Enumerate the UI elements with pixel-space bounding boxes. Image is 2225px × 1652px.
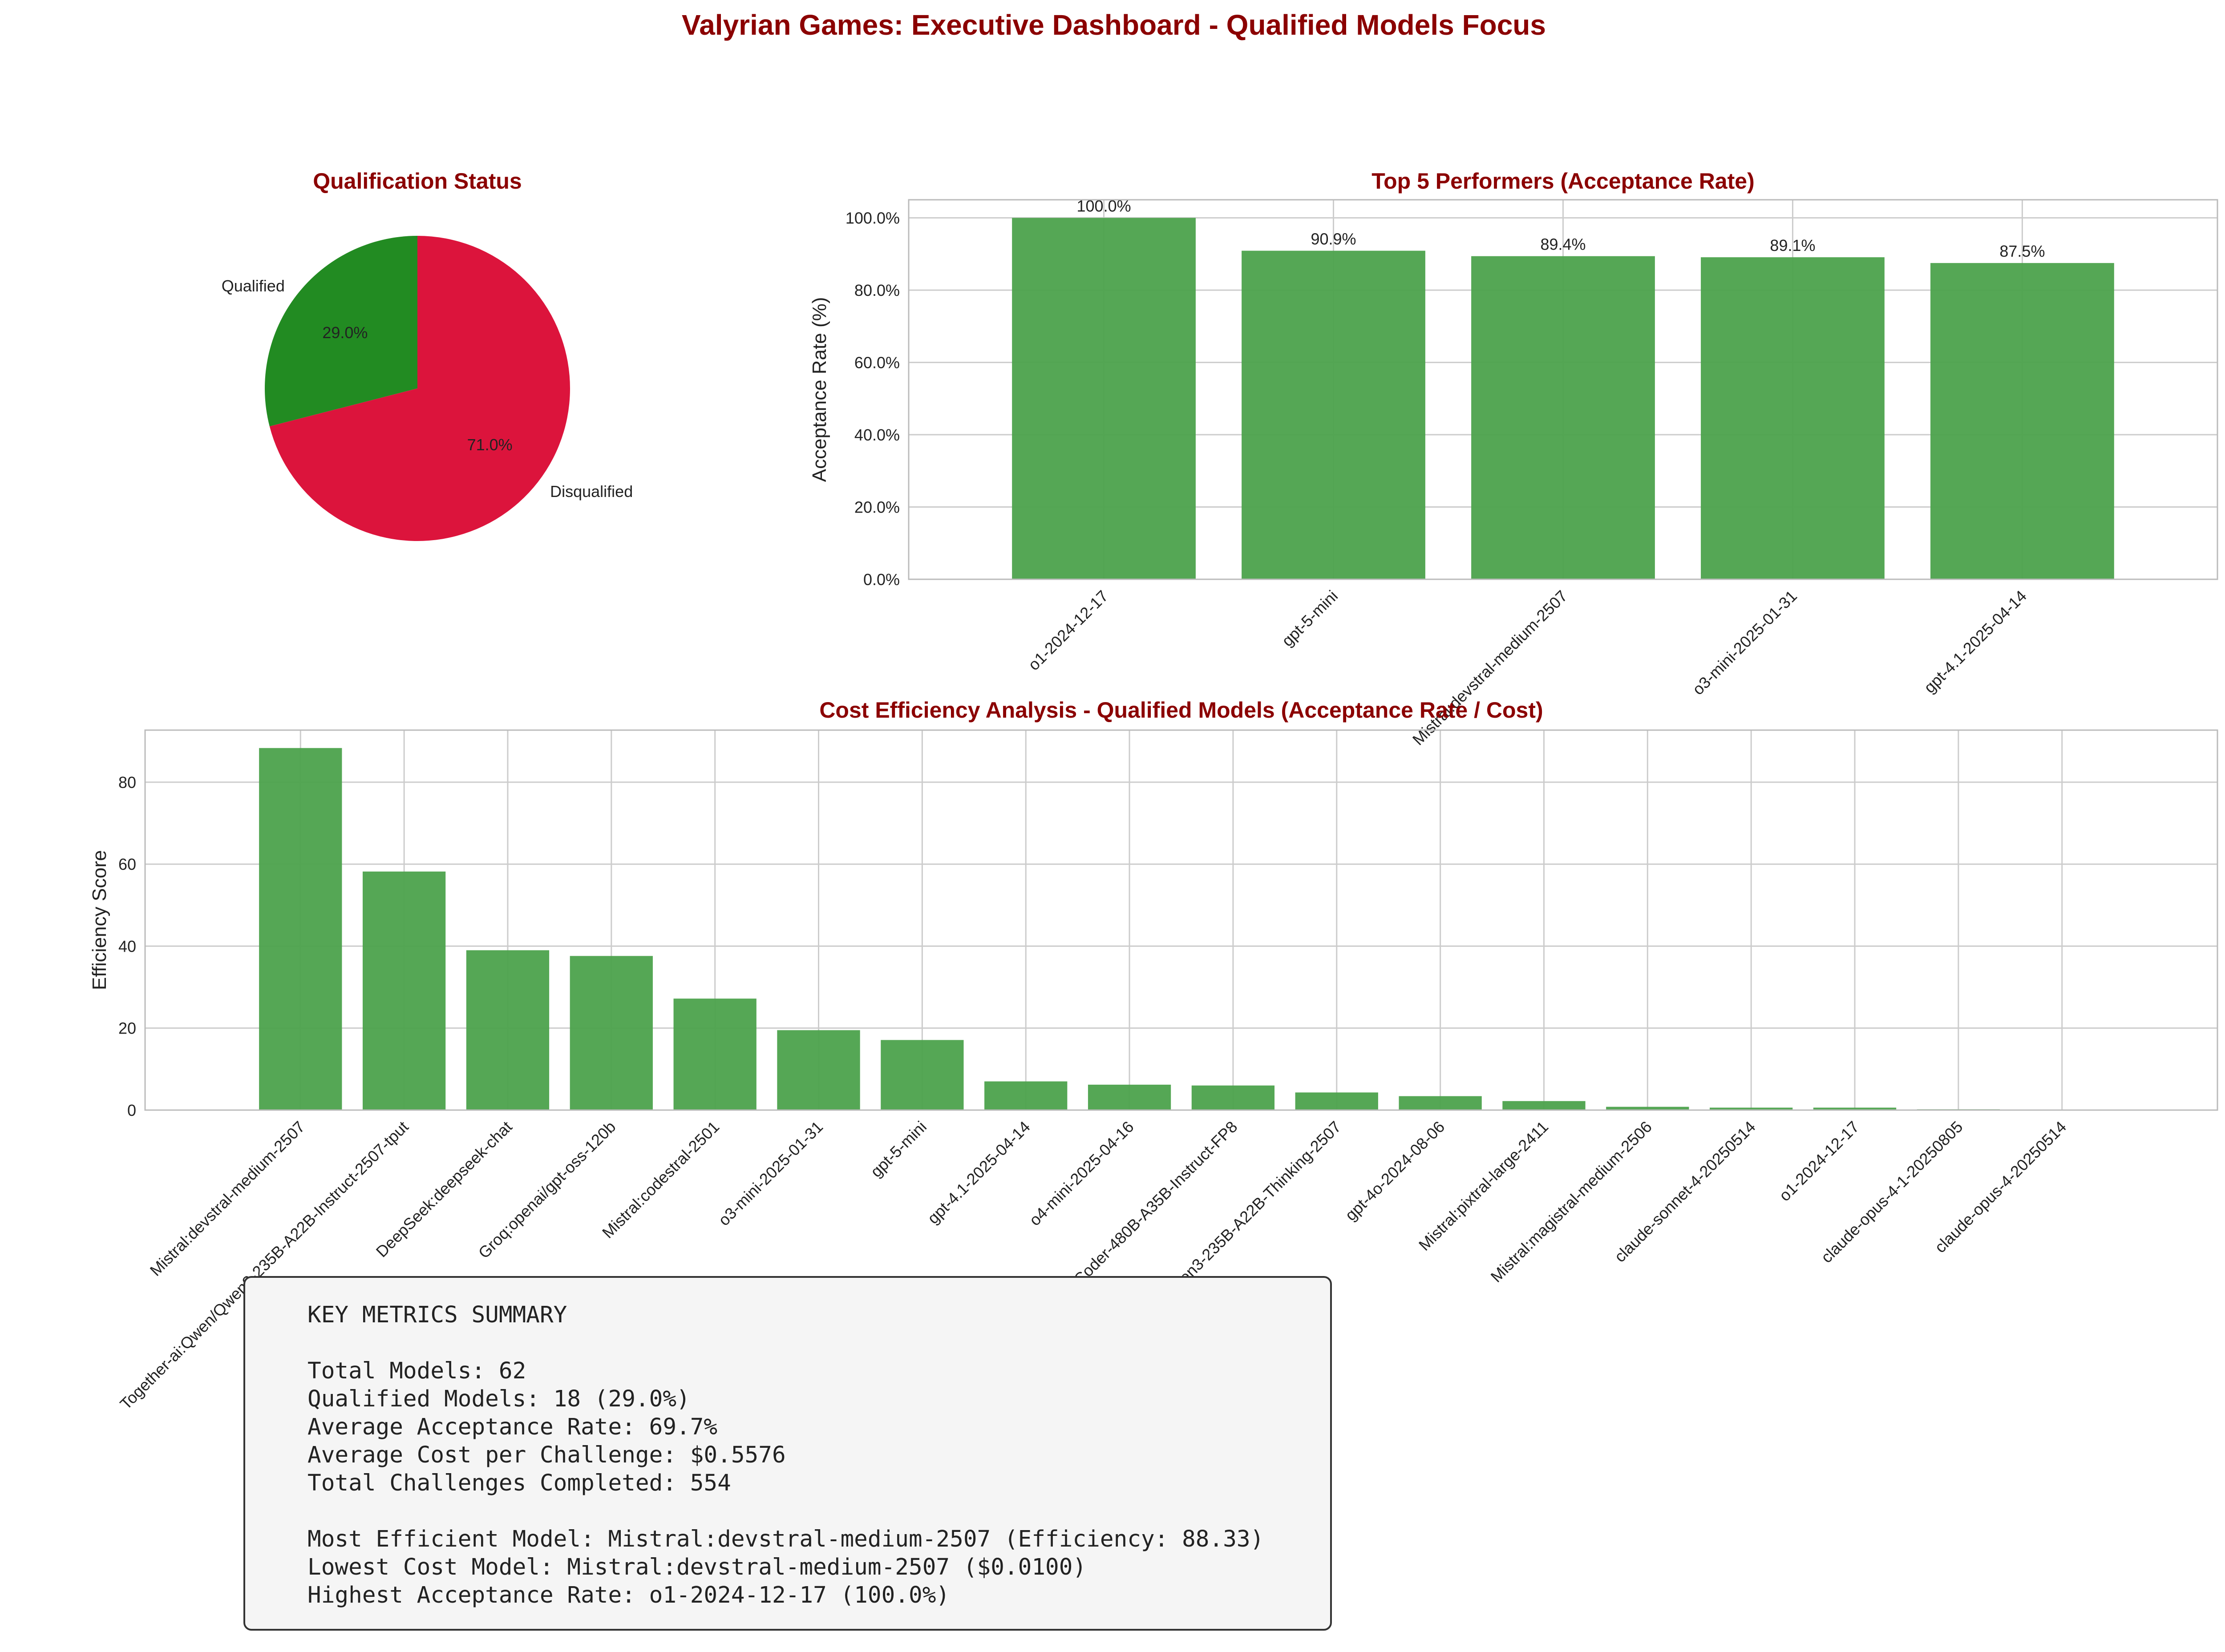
y-tick-label: 20.0% bbox=[854, 498, 900, 517]
y-tick-label: 20 bbox=[118, 1019, 136, 1038]
key-metrics-summary: KEY METRICS SUMMARY Total Models: 62 Qua… bbox=[307, 1301, 1264, 1609]
chart-title: Top 5 Performers (Acceptance Rate) bbox=[1371, 169, 1754, 194]
pie-slice bbox=[269, 236, 570, 541]
x-tick-label: o3-mini-2025-01-31 bbox=[715, 1118, 826, 1229]
x-tick-label: Mistral:magistral-medium-2506 bbox=[1487, 1118, 1655, 1286]
bar bbox=[1606, 1107, 1689, 1110]
key-metrics-summary-box: KEY METRICS SUMMARY Total Models: 62 Qua… bbox=[243, 1276, 1332, 1631]
bar bbox=[1191, 1085, 1275, 1110]
y-tick-label: 80 bbox=[118, 773, 136, 792]
x-tick-label: gpt-4o-2024-08-06 bbox=[1341, 1118, 1448, 1224]
bar bbox=[1710, 1107, 1793, 1110]
bar bbox=[1088, 1084, 1171, 1110]
qualification-pie-chart: Qualification Status Qualified 29.0% Disqua… bbox=[222, 169, 633, 541]
x-tick-label: Mistral:devstral-medium-2507 bbox=[1409, 587, 1571, 749]
summary-most-efficient: Most Efficient Model: Mistral:devstral-m… bbox=[307, 1526, 1264, 1552]
summary-spacer bbox=[307, 1497, 1264, 1525]
y-tick-label: 100.0% bbox=[846, 209, 900, 227]
bar bbox=[1012, 218, 1196, 580]
summary-spacer bbox=[307, 1329, 1264, 1357]
y-tick-label: 0.0% bbox=[863, 570, 900, 589]
summary-total-challenges: Total Challenges Completed: 554 bbox=[307, 1470, 731, 1496]
bar bbox=[570, 956, 653, 1110]
y-axis-label: Efficiency Score bbox=[89, 850, 110, 990]
bar bbox=[1502, 1101, 1586, 1110]
bar bbox=[777, 1030, 860, 1110]
plot-frame bbox=[144, 729, 2218, 1111]
bar-value-label: 87.5% bbox=[1999, 242, 2045, 260]
bar bbox=[1295, 1092, 1378, 1110]
chart-title: Cost Efficiency Analysis - Qualified Mod… bbox=[819, 698, 1543, 723]
y-axis-label: Acceptance Rate (%) bbox=[809, 297, 830, 482]
bar bbox=[1399, 1096, 1482, 1110]
bar bbox=[259, 748, 342, 1110]
x-tick-label: gpt-4.1-2025-04-14 bbox=[924, 1118, 1034, 1228]
y-tick-label: 60 bbox=[118, 855, 136, 873]
x-tick-label: gpt-4.1-2025-04-14 bbox=[1920, 587, 2030, 697]
bar bbox=[1701, 257, 1885, 579]
pie-slice-label: Qualified bbox=[222, 277, 285, 295]
x-tick-label: o1-2024-12-17 bbox=[1024, 587, 1112, 674]
x-tick-label: Mistral:codestral-2501 bbox=[599, 1118, 723, 1242]
y-tick-label: 40.0% bbox=[854, 426, 900, 444]
pie-slice-label: Disqualified bbox=[550, 482, 633, 501]
summary-total-models: Total Models: 62 bbox=[307, 1358, 526, 1384]
bar bbox=[984, 1081, 1068, 1110]
x-tick-label: gpt-5-mini bbox=[1278, 587, 1341, 650]
x-tick-label: o4-mini-2025-04-16 bbox=[1026, 1118, 1137, 1229]
bar-value-label: 89.1% bbox=[1770, 236, 1815, 254]
y-tick-label: 60.0% bbox=[854, 354, 900, 372]
bar bbox=[362, 871, 446, 1110]
top5-bar-chart: Top 5 Performers (Acceptance Rate) 0.0% 20… bbox=[809, 169, 2218, 749]
bar-value-label: 89.4% bbox=[1540, 235, 1586, 254]
x-tick-label: o1-2024-12-17 bbox=[1776, 1118, 1863, 1205]
bar bbox=[466, 950, 550, 1110]
summary-heading: KEY METRICS SUMMARY bbox=[307, 1302, 567, 1328]
x-tick-label: gpt-5-mini bbox=[867, 1118, 930, 1181]
figure-title: Valyrian Games: Executive Dashboard - Qu… bbox=[682, 9, 1546, 41]
bar bbox=[881, 1040, 964, 1110]
bar bbox=[1471, 256, 1655, 579]
summary-avg-cost: Average Cost per Challenge: $0.5576 bbox=[307, 1442, 786, 1468]
y-tick-label: 80.0% bbox=[854, 281, 900, 299]
pie-slice bbox=[265, 236, 417, 427]
summary-avg-acceptance: Average Acceptance Rate: 69.7% bbox=[307, 1414, 718, 1440]
pie-title: Qualification Status bbox=[313, 169, 522, 194]
summary-highest-acceptance: Highest Acceptance Rate: o1-2024-12-17 (… bbox=[307, 1582, 950, 1608]
y-tick-label: 0 bbox=[127, 1101, 136, 1119]
y-tick-label: 40 bbox=[118, 937, 136, 955]
summary-qualified-models: Qualified Models: 18 (29.0%) bbox=[307, 1386, 690, 1412]
x-tick-label: o3-mini-2025-01-31 bbox=[1689, 587, 1800, 699]
summary-lowest-cost: Lowest Cost Model: Mistral:devstral-medi… bbox=[307, 1554, 1087, 1580]
plot-frame bbox=[908, 199, 2218, 580]
bar bbox=[1813, 1107, 1897, 1110]
pie-pct-label: 71.0% bbox=[467, 436, 513, 454]
bar bbox=[673, 998, 756, 1110]
bar-value-label: 90.9% bbox=[1311, 230, 1356, 248]
bar bbox=[1930, 263, 2114, 579]
bar bbox=[1242, 250, 1425, 579]
pie-pct-label: 29.0% bbox=[322, 323, 368, 342]
